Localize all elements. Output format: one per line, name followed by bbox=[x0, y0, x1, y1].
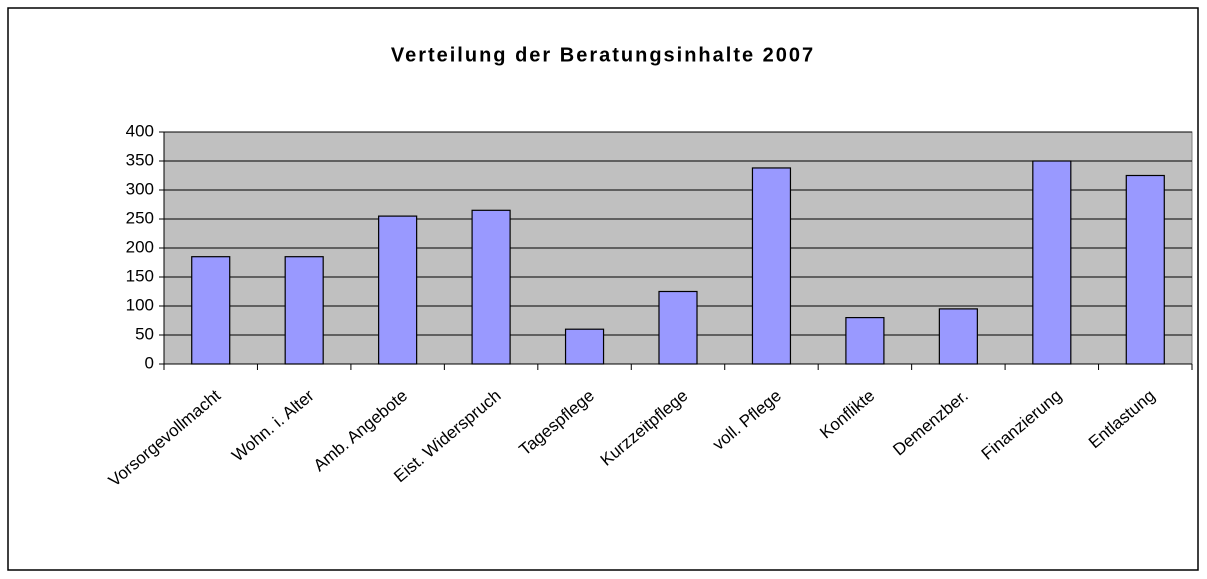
y-tick-label: 350 bbox=[126, 150, 154, 169]
bar bbox=[845, 317, 885, 365]
bar bbox=[1032, 160, 1072, 365]
bar bbox=[191, 256, 231, 365]
chart-title: Verteilung der Beratungsinhalte 2007 bbox=[391, 44, 815, 66]
bar bbox=[751, 167, 792, 365]
bar bbox=[938, 308, 978, 365]
y-tick-label: 300 bbox=[126, 179, 154, 198]
bar bbox=[378, 215, 418, 365]
bar bbox=[284, 256, 324, 365]
y-tick-label: 50 bbox=[135, 324, 154, 343]
y-tick-label: 400 bbox=[126, 121, 154, 140]
y-tick-label: 150 bbox=[126, 266, 154, 285]
bar bbox=[1125, 174, 1165, 365]
bar bbox=[471, 209, 511, 365]
y-tick-label: 200 bbox=[126, 237, 154, 256]
y-tick-label: 0 bbox=[145, 353, 154, 372]
y-tick-label: 250 bbox=[126, 208, 154, 227]
y-tick-label: 100 bbox=[126, 295, 154, 314]
bar bbox=[658, 290, 698, 365]
bar bbox=[564, 328, 605, 365]
